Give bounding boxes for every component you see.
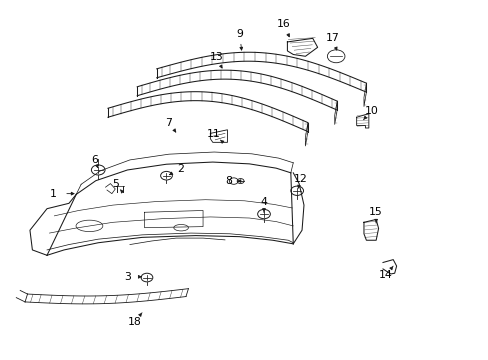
Text: 14: 14 — [378, 270, 392, 280]
Text: 11: 11 — [206, 129, 220, 139]
Text: 16: 16 — [276, 19, 290, 29]
Text: 2: 2 — [177, 163, 184, 174]
Text: 18: 18 — [128, 317, 142, 327]
Text: 1: 1 — [50, 189, 57, 199]
Text: 9: 9 — [236, 29, 243, 39]
Text: 6: 6 — [91, 154, 98, 165]
Text: 12: 12 — [293, 174, 307, 184]
Text: 10: 10 — [364, 106, 377, 116]
Text: 3: 3 — [124, 272, 131, 282]
Text: 8: 8 — [225, 176, 232, 186]
Text: 7: 7 — [165, 118, 172, 128]
Text: 17: 17 — [325, 33, 339, 43]
Text: 13: 13 — [209, 52, 223, 62]
Text: 4: 4 — [260, 197, 267, 207]
Text: 5: 5 — [112, 179, 119, 189]
Text: 15: 15 — [368, 207, 382, 217]
